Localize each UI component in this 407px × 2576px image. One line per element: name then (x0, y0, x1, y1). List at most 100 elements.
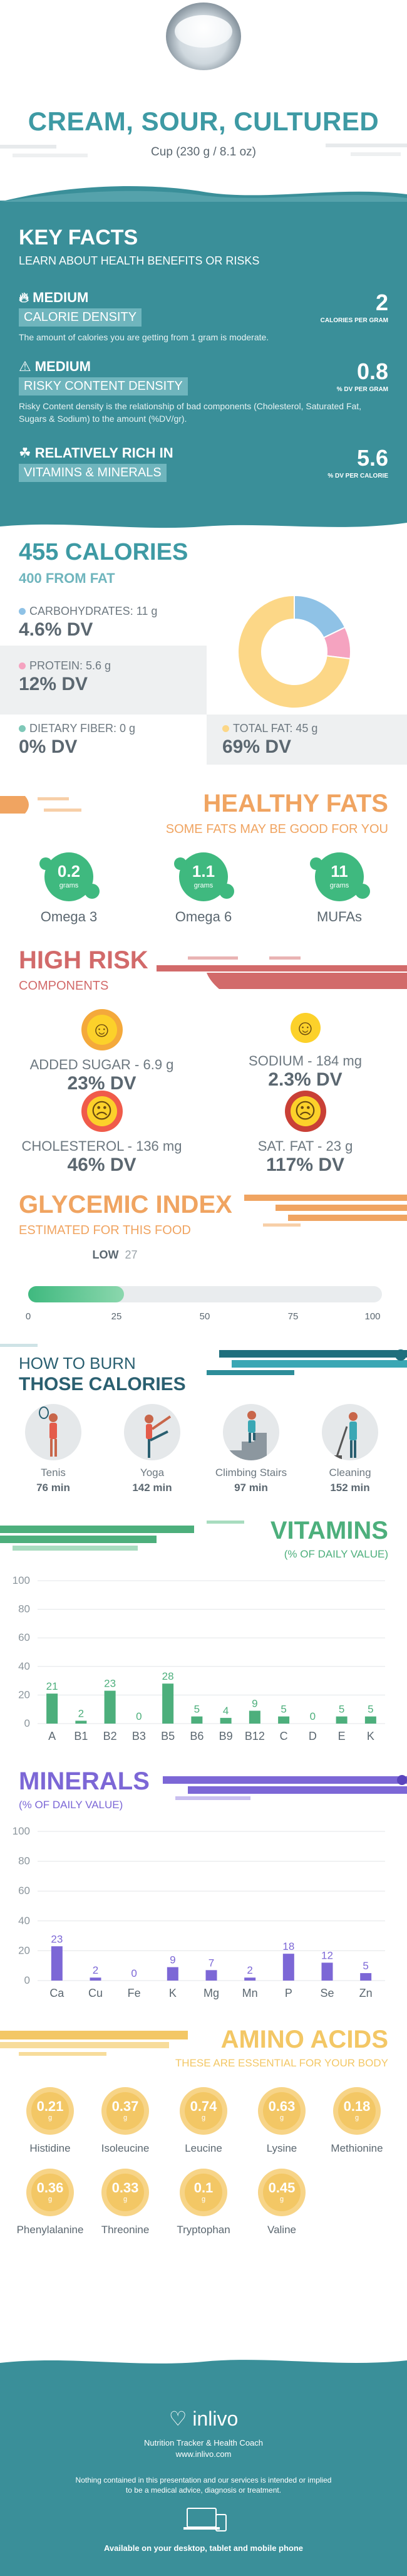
vitamins-minerals-unit: % DV PER CALORIE (327, 473, 388, 479)
healthy-fats-section: HEALTHY FATS SOME FATS MAY BE GOOD FOR Y… (0, 790, 407, 946)
amino-threonine: 0.33 g Threonine (85, 2169, 166, 2236)
burn-title-line2: THOSE CALORIES (19, 1374, 186, 1395)
bar-value-label: 18 (282, 1940, 294, 1952)
x-tick-label: Zn (359, 1987, 373, 1999)
x-tick-label: Ca (49, 1987, 64, 1999)
sad-face-icon: ☹ (284, 1091, 326, 1132)
x-tick-label: B3 (132, 1730, 146, 1742)
decorative-stripes (0, 1521, 244, 1551)
bar-mn (244, 1977, 256, 1981)
protein-highlight (0, 646, 207, 715)
bar-value-label: 2 (247, 1964, 252, 1976)
vitamins-bar-chart: 0 20 40 60 80 100 21 A 2 B1 23 B2 0 B3 28 B5 5 B6 4 B9 9 B12 5… (13, 1574, 385, 1742)
burn-title-line1: HOW TO BURN (19, 1354, 136, 1373)
page-title: CREAM, SOUR, CULTURED (28, 107, 379, 136)
happy-face-icon: ☺ (81, 1009, 123, 1050)
vitamins-minerals-value: 5.6 (356, 445, 388, 471)
vitamins-title: VITAMINS (270, 1517, 388, 1544)
x-tick-label: A (48, 1730, 56, 1742)
vitamins-minerals-badge: ☘ RELATIVELY RICH IN (19, 445, 173, 461)
heart-icon: ♡ (168, 2407, 187, 2430)
calorie-density-badge: 🔥︎ MEDIUM (19, 290, 89, 305)
green-blob-icon: 1.1 grams (174, 852, 234, 901)
nutrient-fiber: DIETARY FIBER: 0 g 0% DV (19, 722, 136, 757)
bar-value-label: 4 (223, 1705, 229, 1717)
x-tick-label: D (309, 1730, 317, 1742)
risk-cholesterol: ☹ CHOLESTEROL - 136 mg 46% DV (0, 1091, 204, 1176)
y-tick-label: 100 (13, 1825, 30, 1837)
x-tick-label: E (338, 1730, 346, 1742)
bar-value-label: 9 (252, 1697, 257, 1709)
decorative-stripes (163, 1775, 407, 1800)
x-tick-label: K (169, 1987, 177, 1999)
inlivo-logo[interactable]: ♡ inlivo (168, 2407, 239, 2430)
bar-value-label: 21 (46, 1680, 58, 1692)
devices-icon (183, 2508, 227, 2531)
high-risk-title: HIGH RISK (19, 946, 148, 974)
x-tick-label: Mn (242, 1987, 258, 1999)
wave-divider (0, 519, 407, 528)
serving-size: Cup (230 g / 8.1 oz) (151, 145, 256, 159)
risky-content-desc: Risky Content density is the relationshi… (19, 401, 362, 424)
footer: ♡ inlivo Nutrition Tracker & Health Coac… (0, 2360, 407, 2576)
green-blob-icon: 0.2 grams (39, 852, 100, 901)
bar-b2 (104, 1690, 116, 1724)
bar-value-label: 2 (78, 1707, 84, 1719)
glycemic-tick: 75 (287, 1311, 299, 1322)
bar-value-label: 5 (194, 1704, 200, 1715)
footer-url[interactable]: www.inlivo.com (175, 2449, 232, 2459)
vitamins-section: VITAMINS (% OF DAILY VALUE) 0 20 40 60 80 100… (0, 1511, 407, 1755)
tennis-player-icon (25, 1404, 81, 1460)
glycemic-tick: 50 (199, 1311, 210, 1322)
glycemic-tick: 100 (364, 1311, 381, 1322)
warning-icon: ⚠ (19, 359, 31, 374)
donut-slice-total-fat (237, 594, 351, 709)
amino-isoleucine: 0.37 g Isoleucine (85, 2087, 166, 2155)
bar-value-label: 0 (136, 1710, 142, 1722)
healthy-fats-title: HEALTHY FATS (203, 790, 388, 817)
bar-b12 (249, 1710, 260, 1724)
x-tick-label: Cu (88, 1987, 103, 1999)
fat-omega-3: 0.2 grams Omega 3 (19, 852, 119, 925)
glycemic-subtitle: ESTIMATED FOR THIS FOOD (19, 1223, 191, 1237)
sour-cream-image (166, 3, 241, 70)
cleaning-person-icon (322, 1404, 378, 1460)
bar-value-label: 7 (209, 1957, 214, 1969)
footer-disclaimer: to be a medical advice, diagnosis or tre… (125, 2486, 282, 2495)
x-tick-label: B2 (103, 1730, 117, 1742)
bar-b1 (75, 1720, 87, 1724)
bar-zn (360, 1973, 372, 1981)
amino-acids-section: AMINO ACIDS THESE ARE ESSENTIAL FOR YOUR… (0, 2018, 407, 2369)
activity-cleaning: Cleaning 152 min (303, 1404, 397, 1494)
bar-value-label: 5 (339, 1704, 344, 1715)
high-risk-subtitle: COMPONENTS (19, 979, 109, 993)
risky-content-value: 0.8 (356, 359, 388, 384)
activity-climbing-stairs: Climbing Stairs 97 min (204, 1404, 298, 1494)
calories-from-fat: 400 FROM FAT (19, 570, 115, 586)
fat-dot (222, 725, 229, 732)
x-tick-label: B1 (74, 1730, 88, 1742)
minerals-bar-chart: 0 20 40 60 80 100 23 Ca 2 Cu 0 Fe 9 K 7 Mg 2 Mn 18 P 12 Se 5 Zn (13, 1825, 385, 1999)
minerals-section: MINERALS (% OF DAILY VALUE) 0 20 40 60 80 100… (0, 1755, 407, 2018)
amino-valine: 0.45 g Valine (241, 2169, 322, 2236)
flame-icon: 🔥︎ (19, 290, 29, 305)
x-tick-label: Se (320, 1987, 334, 1999)
key-facts-title: KEY FACTS (19, 226, 138, 249)
burn-section: HOW TO BURN THOSE CALORIES Tenis 76 min … (0, 1329, 407, 1511)
header: CREAM, SOUR, CULTURED Cup (230 g / 8.1 o… (0, 0, 407, 163)
leaf-icon: ☘ (19, 445, 31, 461)
bar-value-label: 9 (170, 1954, 175, 1966)
glycemic-tick: 0 (25, 1311, 31, 1322)
minerals-subtitle: (% OF DAILY VALUE) (19, 1799, 123, 1811)
x-tick-label: B5 (161, 1730, 175, 1742)
risky-content-unit: % DV PER GRAM (336, 386, 388, 393)
glycemic-title: GLYCEMIC INDEX (19, 1191, 232, 1218)
glycemic-value: 27 (125, 1249, 138, 1261)
bar-value-label: 5 (281, 1704, 286, 1715)
risk-added-sugar: ☺ ADDED SUGAR - 6.9 g 23% DV (0, 1009, 204, 1094)
footer-availability: Available on your desktop, tablet and mo… (103, 2543, 304, 2553)
amino-lysine: 0.63 g Lysine (241, 2087, 322, 2155)
calorie-density-unit: CALORIES PER GRAM (320, 317, 388, 324)
calorie-donut-chart (237, 594, 351, 709)
